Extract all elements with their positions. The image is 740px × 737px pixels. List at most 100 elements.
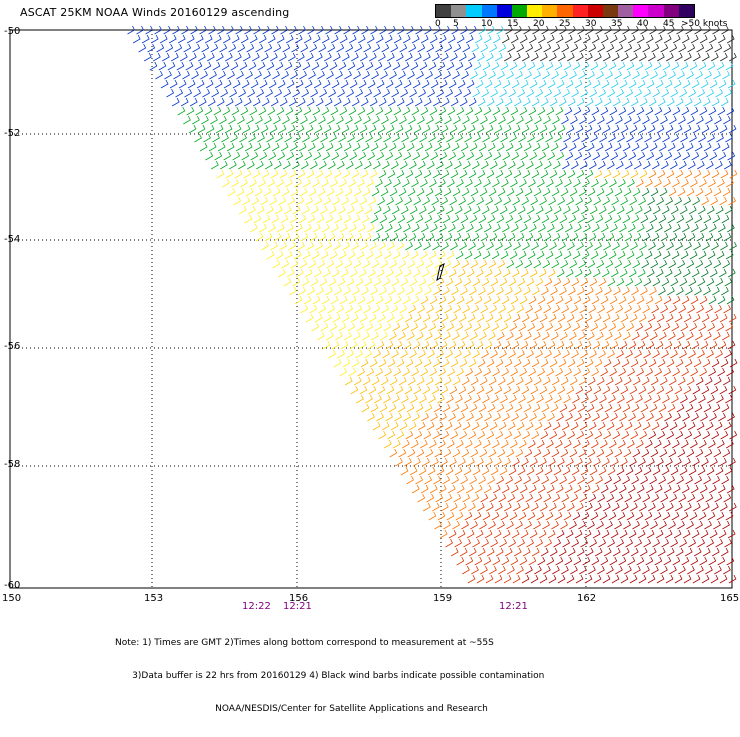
wind-barb (706, 538, 715, 548)
wind-barb (375, 295, 384, 305)
wind-barb (620, 457, 628, 467)
island-outline (436, 263, 445, 282)
wind-barb (476, 385, 485, 395)
wind-barb (344, 331, 352, 341)
wind-barb (698, 394, 706, 404)
wind-barb (523, 403, 532, 413)
wind-barb (455, 394, 463, 404)
wind-barb (525, 43, 534, 53)
wind-barb (452, 376, 461, 386)
wind-barb (666, 547, 675, 557)
legend-labels: 0 5 10 15 20 25 30 35 40 45 >50 knots (435, 18, 728, 30)
wind-barb (540, 502, 548, 512)
wind-barb (605, 448, 614, 458)
wind-barb (696, 421, 705, 431)
lat-label-52: -52 (4, 128, 21, 139)
wind-barb (288, 97, 297, 107)
wind-barb (231, 178, 239, 188)
wind-barb (286, 223, 294, 233)
wind-barb (353, 259, 362, 269)
wind-barb (727, 529, 736, 539)
wind-barb (584, 574, 593, 584)
map-title: ASCAT 25KM NOAA Winds 20160129 ascending (20, 6, 290, 19)
wind-barb (690, 106, 699, 116)
wind-barb (276, 34, 285, 44)
wind-barb (585, 502, 593, 512)
wind-barb (517, 277, 526, 287)
wind-barb (468, 502, 476, 512)
wind-barb (700, 529, 709, 539)
wind-barb (458, 124, 467, 134)
wind-barb (679, 160, 687, 170)
wind-barb (429, 439, 437, 449)
wind-barb (577, 142, 586, 152)
wind-barb (326, 259, 335, 269)
wind-barb (337, 88, 346, 98)
wind-barb (351, 52, 359, 62)
wind-barb (610, 268, 619, 278)
wind-barb (448, 79, 457, 89)
wind-barb (474, 367, 483, 377)
wind-barb (520, 340, 529, 350)
wind-barb (621, 52, 629, 62)
wind-barb (356, 61, 365, 71)
wind-barb (367, 268, 376, 278)
wind-barb (685, 25, 694, 35)
wind-barb (585, 52, 593, 62)
wind-barb (588, 43, 597, 53)
wind-barb (425, 70, 433, 80)
wind-barb (553, 88, 562, 98)
wind-barb (566, 457, 574, 467)
time-label-2: 12:21 (283, 601, 312, 612)
wind-barb (418, 349, 426, 359)
wind-barb (652, 88, 661, 98)
wind-barb (326, 331, 334, 341)
wind-barb (431, 385, 440, 395)
wind-barb (276, 106, 285, 116)
wind-barb (377, 385, 386, 395)
wind-barb (722, 259, 731, 269)
wind-barb (704, 331, 712, 341)
wind-barb (325, 214, 334, 224)
wind-barb (620, 124, 629, 134)
wind-barb (556, 223, 564, 233)
wind-barb (642, 115, 650, 125)
wind-barb (172, 25, 181, 35)
wind-barb (438, 106, 447, 116)
wind-barb (506, 187, 515, 197)
wind-barb (536, 133, 544, 143)
wind-barb (582, 484, 591, 494)
wind-barb (665, 196, 674, 206)
wind-barb (527, 394, 535, 404)
wind-barb (426, 304, 435, 314)
wind-barb (438, 439, 446, 449)
wind-barb (429, 295, 438, 305)
wind-barb (566, 574, 575, 584)
wind-barb (513, 241, 521, 251)
wind-barb (728, 574, 737, 584)
wind-barb (385, 340, 394, 350)
wind-barb (639, 547, 648, 557)
wind-barb (582, 178, 590, 188)
wind-barb (238, 160, 246, 170)
wind-barb (701, 196, 710, 206)
wind-barb (479, 448, 488, 458)
wind-barb (279, 97, 288, 107)
wind-barb (566, 196, 575, 206)
wind-barb (658, 25, 667, 35)
wind-barb (505, 475, 514, 485)
wind-barb (469, 403, 478, 413)
wind-barb (283, 277, 292, 287)
wind-barb (718, 151, 727, 161)
wind-barb (693, 502, 701, 512)
wind-barb (408, 115, 416, 125)
wind-barb (433, 286, 441, 296)
wind-barb (433, 25, 442, 35)
wind-barb (360, 241, 368, 251)
wind-barb (477, 97, 486, 107)
wind-barb (659, 70, 667, 80)
wind-barb (398, 259, 407, 269)
wind-barb (694, 25, 703, 35)
wind-barb (678, 115, 686, 125)
wind-barb (592, 151, 601, 161)
